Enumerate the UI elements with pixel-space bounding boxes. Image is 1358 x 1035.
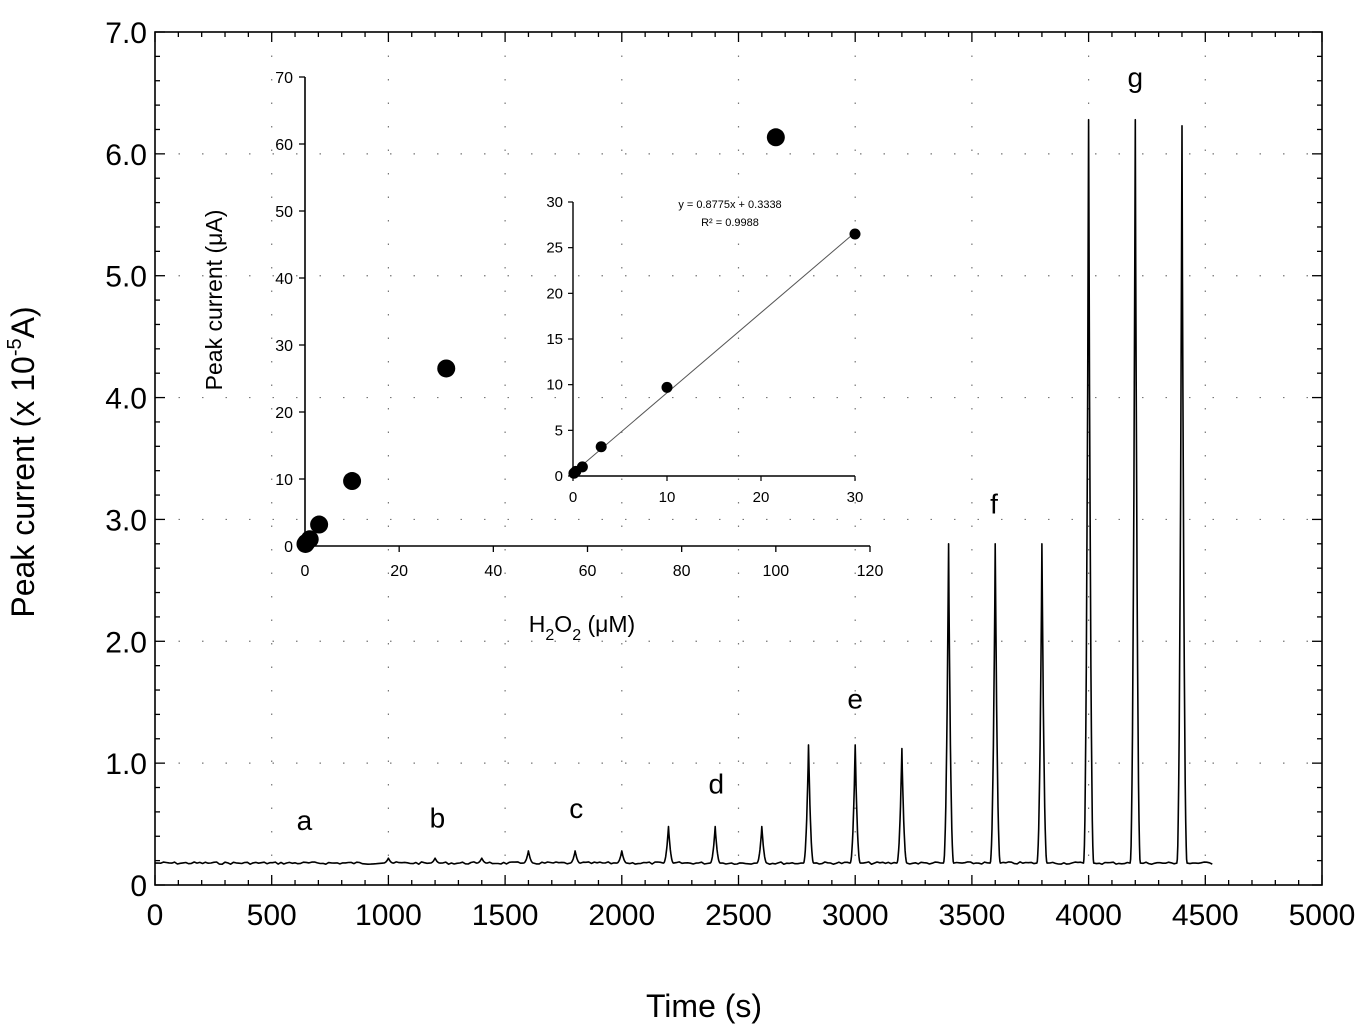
main-x-tick-label: 2500 [705,899,772,932]
main-y-tick-label: 2.0 [105,626,147,659]
inset-x-tick-label: 20 [390,563,408,580]
main-y-tick-label: 0 [130,870,147,903]
sub-inset-y-tick-label: 0 [555,468,563,485]
main-y-label-base: Peak current (x 10 [5,356,41,617]
inset-x-tick-label: 120 [857,563,884,580]
inset-x-tick-label: 40 [484,563,502,580]
inset-data-point [343,472,362,491]
main-x-tick-label: 4500 [1172,899,1239,932]
sub-inset-data-point [849,228,861,240]
inset-y-tick-label: 0 [284,539,293,556]
main-ticks: 0 500 1000 1500 2000 2500 3000 3500 4000 4500 5000… [105,17,1355,932]
sub-inset-y-tick-label: 25 [546,240,563,257]
inset-x-label-unit: (μM) [581,611,635,637]
peak-label-e: e [847,683,863,714]
inset-y-axis-label: Peak current (μA) [201,210,227,391]
inset-y-tick-label: 70 [275,70,293,87]
main-x-tick-label: 3500 [939,899,1006,932]
inset-y-tick-label: 40 [275,271,293,288]
sub-inset-y-tick-label: 30 [546,194,563,211]
sub-inset-data-point [595,441,607,453]
sub-inset-y-tick-label: 10 [546,377,563,394]
main-y-tick-label: 4.0 [105,383,147,416]
main-x-tick-label: 1500 [472,899,539,932]
sub-inset-data-point [661,381,673,393]
sub-inset-data-point [576,461,588,473]
peak-label-b: b [430,803,446,834]
fit-r-squared: R² = 0.9988 [701,217,759,229]
sub-inset-x-tick-label: 0 [569,489,577,506]
sub-inset-axes [572,202,855,477]
inset-x-tick-label: 100 [762,563,789,580]
main-x-tick-label: 500 [247,899,297,932]
inset-x-label-sub2: 2 [572,627,581,644]
inset-y-tick-label: 20 [275,405,293,422]
main-x-axis-label: Time (s) [646,988,762,1024]
inset-y-tick-label: 10 [275,472,293,489]
inset-points [296,128,785,553]
main-y-axis-label: Peak current (x 10-5A) [4,306,41,617]
peak-label-a: a [297,805,313,836]
inset-x-axis-label: H2O2 (μM) [529,611,635,644]
inset-x-label-sub1: 2 [545,627,554,644]
main-y-tick-label: 3.0 [105,504,147,537]
sub-inset-fit-line [572,232,856,474]
main-x-tick-label: 5000 [1289,899,1356,932]
inset-x-tick-label: 60 [579,563,597,580]
current-trace-line [154,118,1213,865]
inset-y-tick-label: 30 [275,338,293,355]
main-x-tick-label: 4000 [1055,899,1122,932]
inset-x-tick-label: 0 [301,563,310,580]
sub-inset-x-tick-label: 20 [753,489,770,506]
main-y-tick-label: 6.0 [105,139,147,172]
inset-y-tick-label: 60 [275,137,293,154]
sub-inset-x-tick-label: 30 [847,489,864,506]
fit-equation: y = 0.8775x + 0.3338 [678,199,781,211]
inset-y-tick-label: 50 [275,204,293,221]
sub-inset-points [568,228,861,479]
main-y-tick-label: 1.0 [105,748,147,781]
inset-data-point [766,128,785,147]
sub-inset-y-tick-label: 15 [546,331,563,348]
main-y-label-unit: A) [5,306,41,338]
inset-data-point [310,515,329,534]
sub-inset-ticks: 0 10 20 30 0 5 10 15 20 25 30 [546,194,863,506]
main-x-tick-label: 0 [147,899,164,932]
main-y-label-exponent: -5 [4,338,26,356]
peak-annotations: a b c d e f g [297,62,1143,836]
main-x-tick-label: 3000 [822,899,889,932]
peak-label-d: d [709,769,725,800]
main-x-tick-label: 1000 [355,899,422,932]
sub-inset-x-tick-label: 10 [659,489,676,506]
main-grid [155,32,1322,885]
main-x-tick-label: 2000 [588,899,655,932]
inset-data-point [437,359,456,378]
inset-x-label-h: H [529,611,546,637]
main-y-tick-label: 7.0 [105,17,147,50]
main-plot-frame [154,31,1323,886]
main-y-tick-label: 5.0 [105,261,147,294]
sub-inset-y-tick-label: 5 [555,422,563,439]
peak-label-g: g [1127,62,1143,93]
inset-data-point [300,530,319,549]
sub-inset-y-tick-label: 20 [546,285,563,302]
peak-label-c: c [569,793,583,824]
peak-label-f: f [990,488,998,519]
inset-x-label-o: O [554,611,572,637]
inset-x-tick-label: 80 [673,563,691,580]
